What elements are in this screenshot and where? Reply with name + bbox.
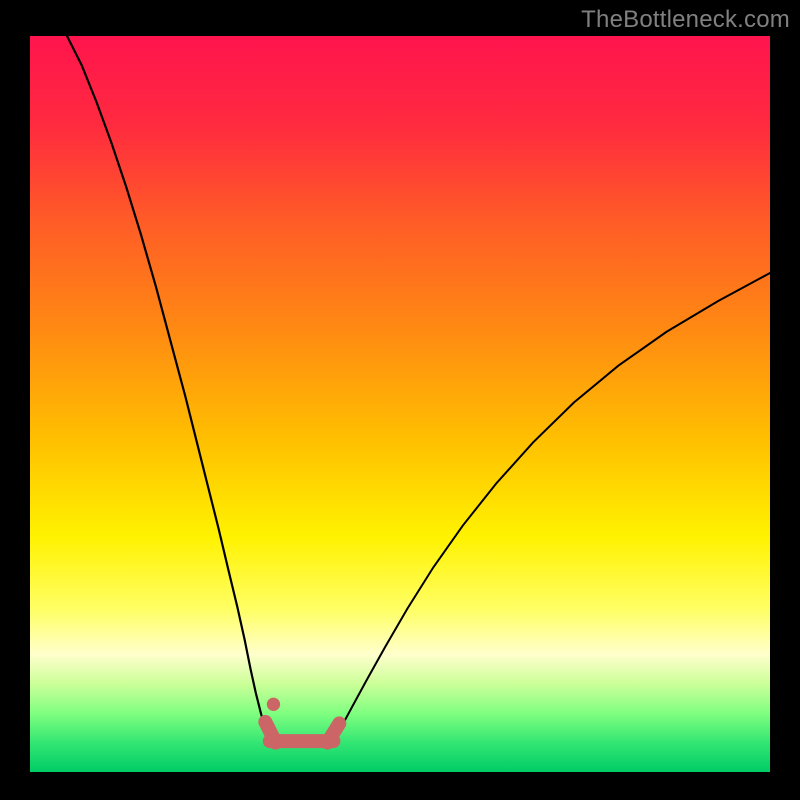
floor-dot bbox=[267, 698, 280, 711]
chart-background bbox=[30, 36, 770, 772]
bottleneck-chart bbox=[0, 0, 800, 800]
